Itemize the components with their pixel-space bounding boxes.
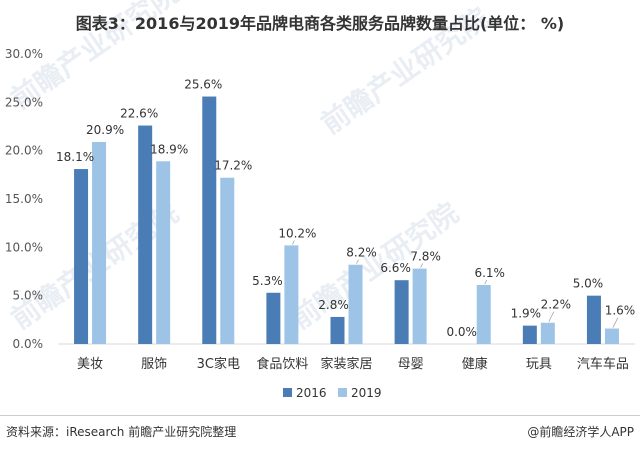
label-leader-line	[484, 279, 488, 285]
legend: 2016 2019	[283, 386, 382, 400]
bar-2016-7	[522, 325, 537, 344]
y-tick-label: 25.0%	[5, 95, 43, 109]
x-category-label: 美妆	[77, 357, 103, 372]
x-category-label: 家装家居	[320, 356, 372, 372]
data-label-2016-3: 5.3%	[252, 274, 283, 288]
x-category-label: 玩具	[526, 357, 552, 372]
y-tick-label: 10.0%	[5, 240, 43, 254]
data-label-2019-3: 10.2%	[278, 226, 316, 240]
x-category-label: 汽车车品	[577, 356, 629, 372]
data-label-2016-2: 25.6%	[184, 78, 222, 92]
bar-2016-5	[394, 280, 409, 344]
bar-2019-3	[284, 245, 299, 344]
bar-2016-2	[202, 96, 217, 345]
bar-2019-0	[92, 141, 107, 344]
bar-2016-8	[586, 295, 601, 344]
x-category-label: 健康	[462, 356, 488, 372]
data-label-2016-7: 1.9%	[511, 307, 542, 321]
data-label-2019-5: 7.8%	[410, 250, 441, 264]
y-tick-label: 15.0%	[5, 192, 43, 206]
source-note: 资料来源：iResearch 前瞻产业研究院整理	[6, 425, 237, 439]
bar-2016-0	[74, 169, 89, 344]
y-tick-label: 20.0%	[5, 144, 43, 158]
bars	[74, 96, 619, 345]
data-label-2019-2: 17.2%	[214, 159, 252, 173]
data-label-2019-1: 18.9%	[150, 142, 188, 156]
bar-2016-4	[330, 316, 345, 344]
label-leader-line	[292, 240, 295, 245]
data-label-2016-0: 18.1%	[56, 150, 94, 164]
y-tick-label: 5.0%	[13, 289, 44, 303]
data-label-2016-8: 5.0%	[573, 277, 604, 291]
data-labels: 18.1%22.6%25.6%5.3%2.8%6.6%0.0%1.9%5.0%2…	[56, 78, 635, 339]
bar-2016-3	[266, 292, 281, 344]
watermark-text: 前瞻产业研究院	[285, 196, 464, 335]
label-leader-line	[420, 263, 423, 268]
data-label-2019-6: 6.1%	[474, 266, 505, 280]
label-leaders	[292, 240, 619, 328]
y-tick-label: 30.0%	[5, 47, 43, 61]
bar-2019-6	[476, 285, 491, 344]
legend-label-2019: 2019	[351, 386, 382, 400]
x-category-label: 3C家电	[197, 356, 240, 372]
x-axis: 美妆 服饰 3C家电 食品饮料 家装家居 母婴 健康 玩具 汽车车品	[77, 356, 629, 372]
data-label-2016-5: 6.6%	[380, 261, 411, 275]
label-leader-line	[548, 311, 555, 322]
data-label-2019-0: 20.9%	[86, 123, 124, 137]
y-axis: 0.0% 5.0% 10.0% 15.0% 20.0% 25.0% 30.0%	[5, 47, 43, 351]
credit-note: @前瞻经济学人APP	[527, 425, 634, 439]
legend-swatch-2019	[338, 388, 347, 397]
bar-2019-4	[348, 264, 363, 344]
x-category-label: 服饰	[141, 357, 167, 372]
bar-2019-1	[156, 161, 171, 344]
bar-2019-7	[540, 322, 555, 344]
footer-divider	[0, 415, 640, 416]
data-label-2019-4: 8.2%	[346, 246, 377, 260]
y-tick-label: 0.0%	[13, 337, 44, 351]
bar-2019-2	[220, 177, 235, 344]
bar-2019-8	[604, 328, 619, 344]
label-leader-line	[612, 317, 619, 328]
legend-label-2016: 2016	[296, 386, 327, 400]
data-label-2019-7: 2.2%	[541, 298, 572, 312]
bar-2019-5	[412, 268, 427, 344]
x-category-label: 母婴	[398, 357, 424, 372]
data-label-2019-8: 1.6%	[605, 304, 636, 318]
x-category-label: 食品饮料	[256, 356, 308, 372]
legend-swatch-2016	[283, 388, 292, 397]
data-label-2016-4: 2.8%	[318, 298, 349, 312]
bar-2016-1	[138, 125, 153, 345]
data-label-2016-6: 0.0%	[446, 325, 477, 339]
chart-title: 图表3：2016与2019年品牌电商各类服务品牌数量占比(单位： %)	[75, 14, 565, 33]
data-label-2016-1: 22.6%	[120, 107, 158, 121]
label-leader-line	[356, 259, 359, 264]
